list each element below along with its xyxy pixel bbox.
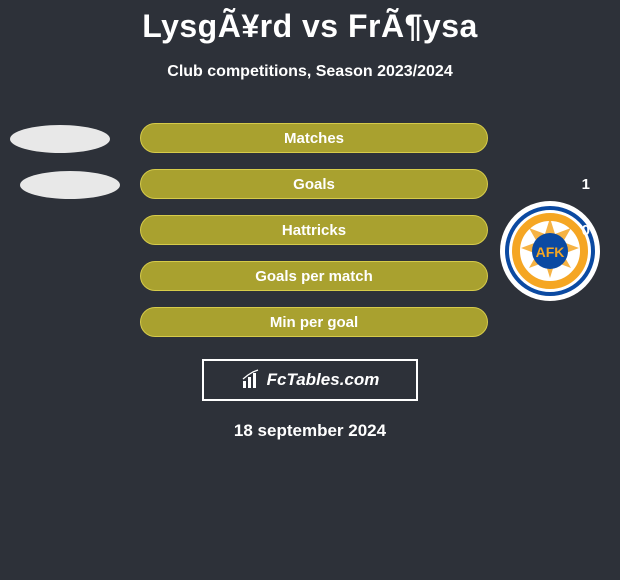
fctables-link[interactable]: FcTables.com (202, 359, 418, 401)
date-text: 18 september 2024 (0, 421, 620, 441)
stat-row-min-per-goal: Min per goal (0, 307, 620, 337)
stat-row-goals: Goals 1 (0, 169, 620, 199)
stat-pill: Matches (140, 123, 488, 153)
stat-row-goals-per-match: Goals per match (0, 261, 620, 291)
page-subtitle: Club competitions, Season 2023/2024 (0, 63, 620, 81)
page-title: LysgÃ¥rd vs FrÃ¶ysa (0, 0, 620, 45)
bar-chart-icon (241, 369, 263, 391)
fctables-label: FcTables.com (267, 370, 380, 390)
stat-value-right: 1 (582, 169, 590, 199)
stat-value-right: 0 (582, 215, 590, 245)
stat-pill: Goals (140, 169, 488, 199)
stat-row-hattricks: Hattricks 0 (0, 215, 620, 245)
stat-pill: Goals per match (140, 261, 488, 291)
stat-row-matches: Matches (0, 123, 620, 153)
svg-text:AFK: AFK (536, 244, 565, 260)
stat-pill: Hattricks (140, 215, 488, 245)
stat-area: AFK Matches Goals 1 Hattricks 0 Goals pe… (0, 123, 620, 337)
stat-pill: Min per goal (140, 307, 488, 337)
stats-card: LysgÃ¥rd vs FrÃ¶ysa Club competitions, S… (0, 0, 620, 580)
